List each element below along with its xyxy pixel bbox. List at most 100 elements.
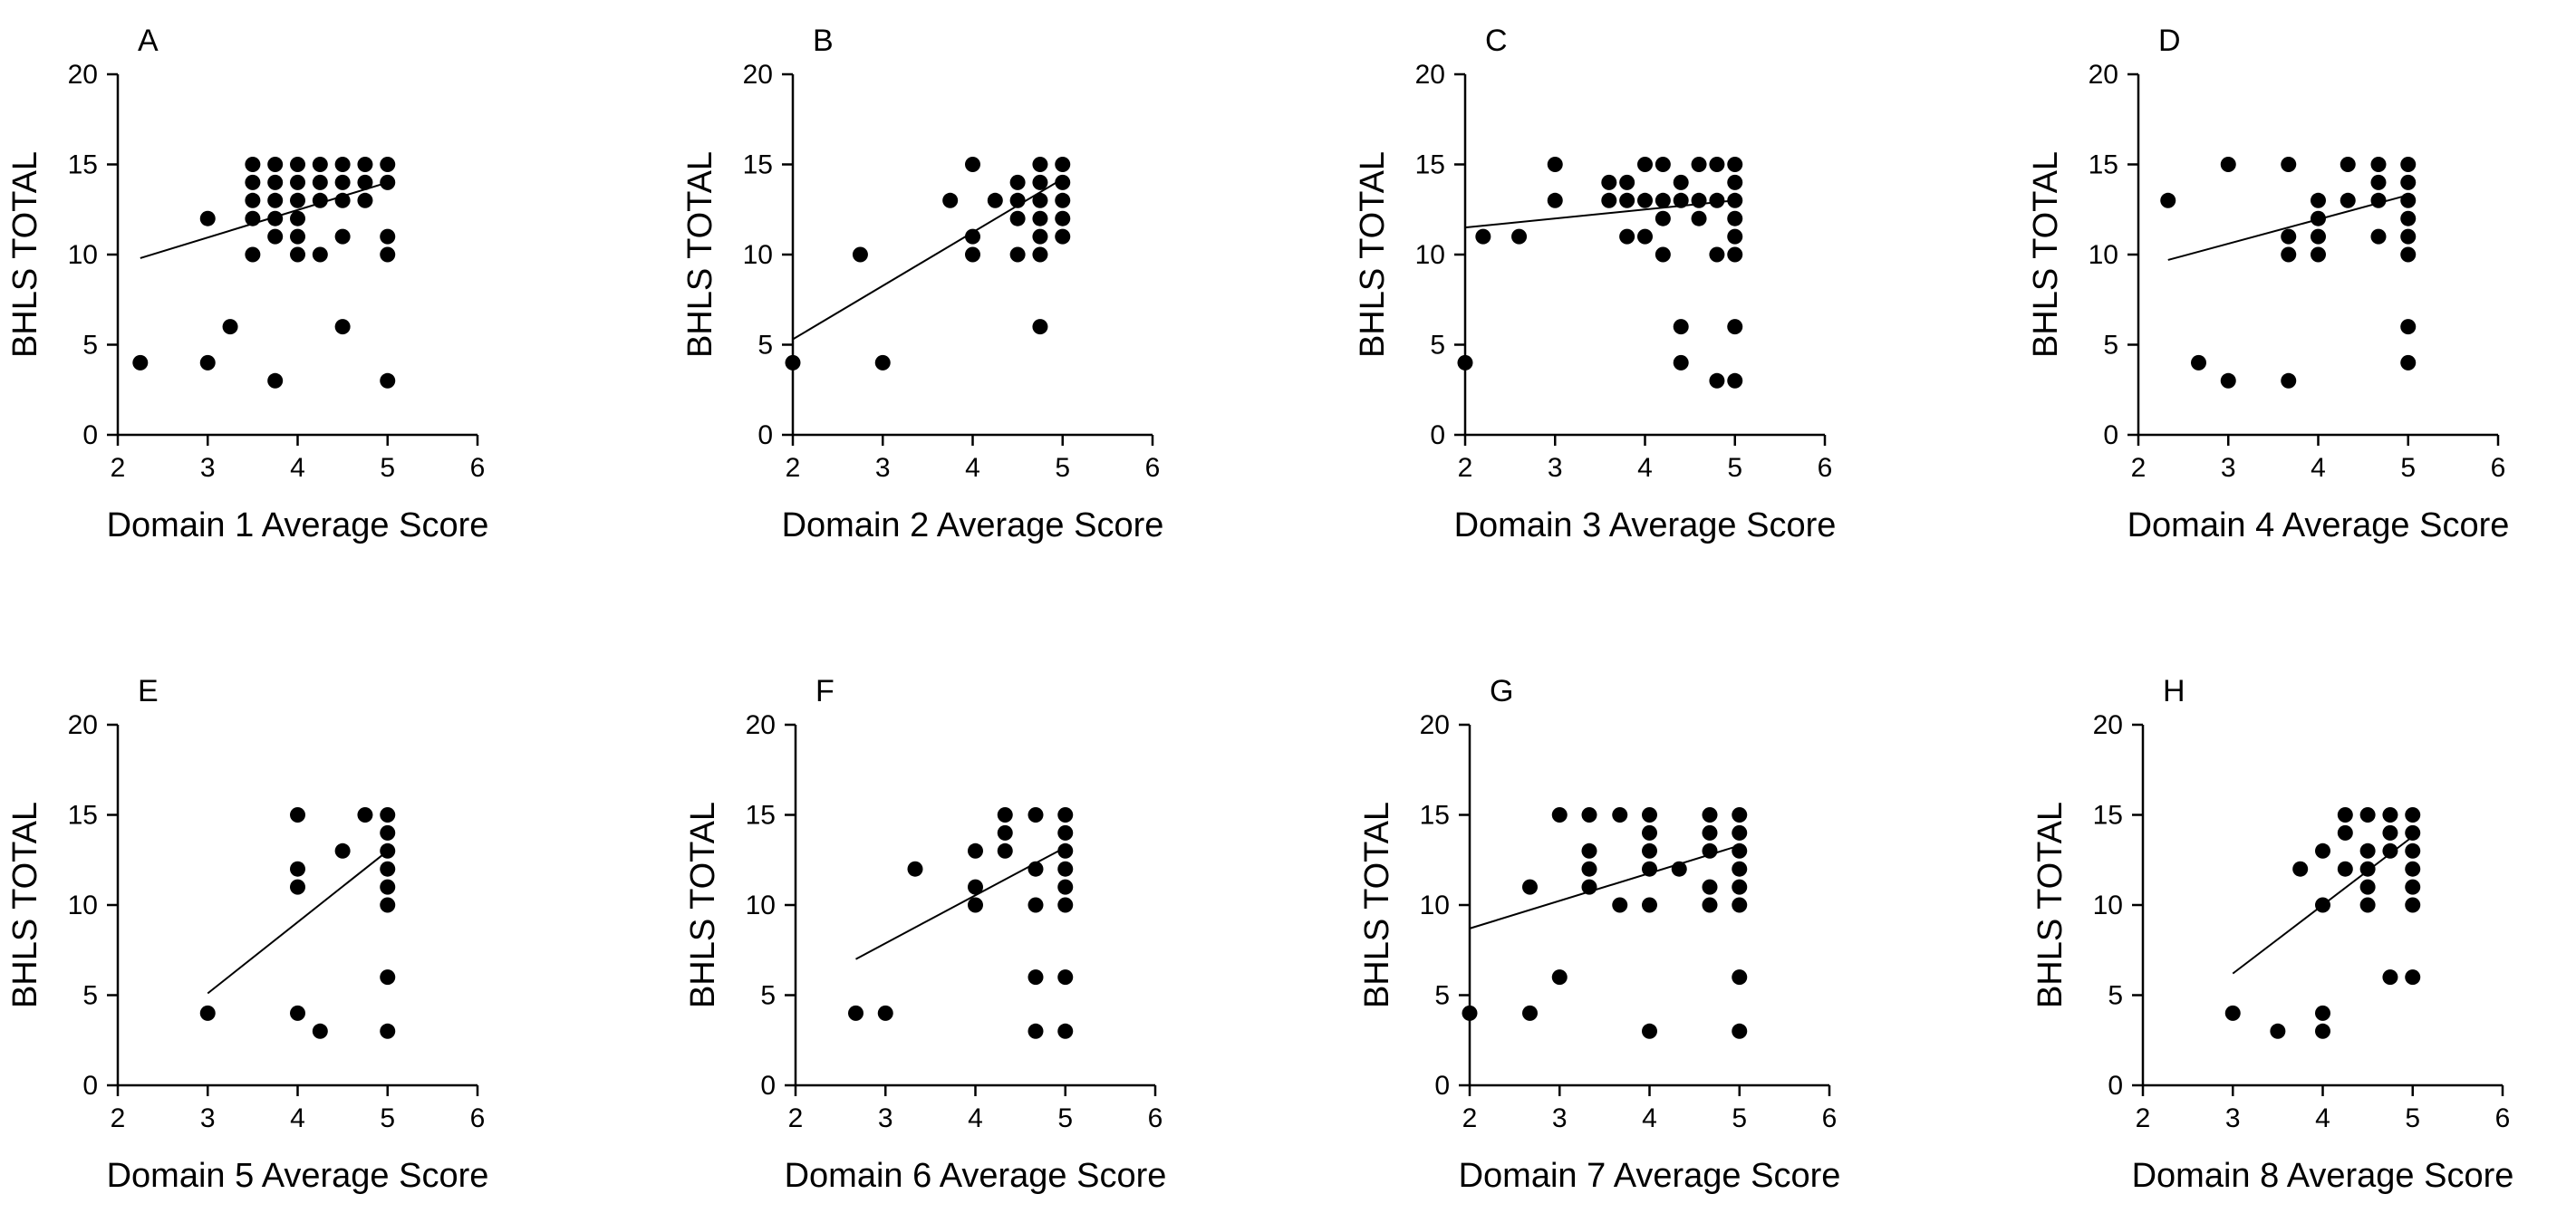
data-point <box>132 354 149 371</box>
data-point <box>290 174 305 190</box>
y-tick-label: 15 <box>1420 801 1450 831</box>
data-point <box>2382 807 2398 823</box>
data-point <box>334 843 351 859</box>
regression-line <box>1464 199 1735 229</box>
data-point <box>1055 174 1071 190</box>
data-point <box>1732 879 1748 895</box>
x-tick-label: 6 <box>1818 453 1833 483</box>
data-point <box>380 157 396 172</box>
data-point <box>1057 861 1074 877</box>
data-point <box>2224 1005 2241 1021</box>
data-point <box>199 1005 216 1021</box>
data-point <box>2220 372 2236 389</box>
data-point <box>1028 861 1044 877</box>
y-tick-label: 0 <box>1434 1071 1450 1101</box>
y-tick-label: 15 <box>746 801 776 831</box>
data-point <box>1547 157 1563 172</box>
data-point <box>245 210 261 226</box>
data-point <box>1581 807 1597 823</box>
data-point <box>1551 969 1568 986</box>
y-tick-label: 0 <box>1430 420 1445 450</box>
data-point <box>1619 174 1635 190</box>
data-point <box>357 192 373 208</box>
x-tick-label: 5 <box>380 1103 395 1133</box>
x-tick-label: 3 <box>2225 1103 2241 1133</box>
data-point <box>1642 1023 1657 1039</box>
data-point <box>267 157 284 172</box>
data-point <box>1475 228 1491 245</box>
data-point <box>1702 824 1718 841</box>
data-point <box>1673 192 1689 208</box>
data-point <box>2292 861 2309 877</box>
x-tick-label: 3 <box>1548 453 1563 483</box>
data-point <box>1655 246 1671 263</box>
data-point <box>290 879 305 895</box>
data-point <box>2382 969 2398 986</box>
data-point <box>2405 969 2421 986</box>
data-point <box>2359 861 2376 877</box>
x-tick-label: 5 <box>1055 453 1070 483</box>
data-point <box>2370 228 2387 245</box>
x-tick-label: 2 <box>1462 1103 1478 1133</box>
data-point <box>290 1005 305 1021</box>
data-point <box>1691 192 1707 208</box>
regression-line <box>1469 844 1741 929</box>
data-point <box>1732 861 1748 877</box>
data-point <box>2400 246 2417 263</box>
data-point <box>1655 210 1671 226</box>
x-tick-label: 6 <box>2495 1103 2511 1133</box>
data-point <box>267 372 284 389</box>
y-axis-title: BHLS TOTAL <box>6 151 44 358</box>
regression-line <box>140 181 389 259</box>
y-axis-title: BHLS TOTAL <box>681 151 719 358</box>
data-point <box>2315 1023 2330 1039</box>
data-point <box>997 807 1013 823</box>
y-tick-label: 5 <box>2108 981 2123 1011</box>
y-tick-label: 15 <box>68 150 98 180</box>
x-tick-label: 6 <box>2491 453 2506 483</box>
data-point <box>334 228 351 245</box>
data-point <box>1709 372 1725 389</box>
data-point <box>1032 210 1048 226</box>
data-point <box>312 246 328 263</box>
data-point <box>1727 210 1743 226</box>
data-point <box>1028 897 1044 913</box>
data-point <box>380 879 396 895</box>
y-tick-label: 20 <box>743 60 773 90</box>
y-tick-label: 10 <box>746 891 776 920</box>
data-point <box>1032 228 1048 245</box>
data-point <box>267 192 284 208</box>
x-tick-label: 4 <box>290 1103 305 1133</box>
data-point <box>907 861 923 877</box>
data-point <box>2359 879 2376 895</box>
x-tick-label: 6 <box>1145 453 1161 483</box>
data-point <box>1727 228 1743 245</box>
y-tick-label: 15 <box>68 801 98 831</box>
x-tick-label: 4 <box>965 453 980 483</box>
regression-line <box>2167 194 2409 261</box>
data-point <box>942 192 959 208</box>
data-point <box>380 807 396 823</box>
data-point <box>357 157 373 172</box>
data-point <box>2337 824 2353 841</box>
data-point <box>1709 157 1725 172</box>
data-point <box>290 807 305 823</box>
data-point <box>1671 861 1687 877</box>
data-point <box>380 1023 396 1039</box>
data-point <box>1612 807 1628 823</box>
data-point <box>357 807 373 823</box>
data-point <box>1028 807 1044 823</box>
data-point <box>1612 897 1628 913</box>
x-tick-label: 4 <box>2311 453 2326 483</box>
data-point <box>334 319 351 335</box>
x-tick-label: 2 <box>788 1103 804 1133</box>
data-point <box>847 1005 863 1021</box>
panel-label: H <box>2163 674 2185 708</box>
x-tick-label: 5 <box>2400 453 2416 483</box>
data-point <box>968 897 983 913</box>
data-point <box>1028 1023 1044 1039</box>
y-tick-label: 10 <box>68 891 98 920</box>
data-point <box>1055 157 1071 172</box>
y-tick-label: 0 <box>760 1071 776 1101</box>
data-point <box>380 824 396 841</box>
